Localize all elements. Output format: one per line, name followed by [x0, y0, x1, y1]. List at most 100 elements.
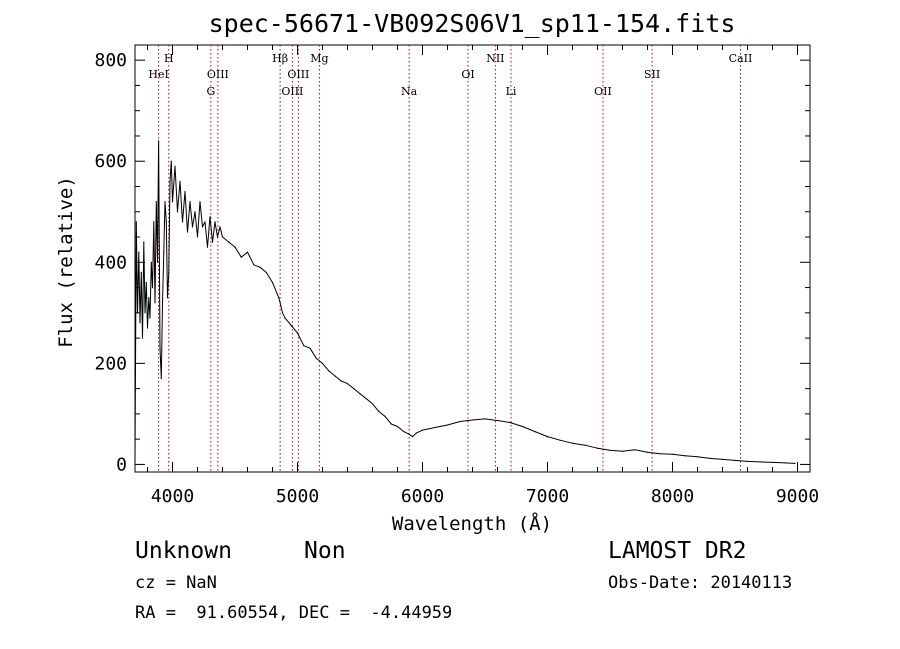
line-label-hei: HeI — [148, 68, 168, 81]
data-point — [138, 251, 140, 253]
x-tick-label: 4000 — [151, 486, 194, 507]
data-point — [384, 415, 386, 417]
data-point — [346, 383, 349, 385]
data-point — [281, 312, 284, 314]
x-axis-label: Wavelength (Å) — [392, 512, 552, 535]
data-point — [459, 420, 461, 423]
data-point — [151, 287, 154, 289]
data-point — [353, 388, 355, 390]
data-point — [156, 261, 159, 263]
data-point — [278, 297, 280, 299]
data-point — [290, 324, 292, 327]
data-point — [216, 236, 219, 238]
data-point — [609, 449, 611, 451]
data-point — [153, 221, 155, 223]
spectrum-series — [134, 140, 796, 464]
data-point — [204, 221, 206, 223]
data-point — [271, 281, 274, 284]
line-label-caii: CaII — [729, 52, 753, 65]
data-point — [784, 462, 786, 464]
data-point — [296, 332, 299, 334]
line-label-oiii: OIII — [287, 68, 309, 81]
spectral-line-markers — [158, 45, 741, 472]
redshift-cz: cz = NaN — [135, 573, 217, 593]
survey-name: LAMOST DR2 — [608, 538, 747, 564]
data-point — [246, 251, 249, 253]
data-point — [170, 160, 172, 162]
data-point — [168, 271, 170, 273]
data-point — [196, 236, 199, 238]
data-point — [209, 216, 211, 218]
data-point — [186, 231, 189, 233]
data-point — [396, 425, 399, 428]
data-point — [509, 421, 511, 424]
data-point — [734, 459, 736, 461]
data-point — [709, 457, 711, 459]
line-label-oi: OI — [461, 68, 474, 81]
x-tick-label: 6000 — [401, 486, 444, 507]
data-point — [181, 221, 184, 223]
data-point — [621, 450, 624, 452]
data-point — [219, 226, 221, 228]
plot-frame-border — [134, 44, 811, 473]
data-point — [759, 461, 761, 463]
data-point — [141, 337, 144, 339]
data-point — [584, 444, 586, 446]
y-tick-label: 0 — [116, 454, 127, 475]
data-point — [365, 398, 367, 400]
data-point — [214, 221, 216, 223]
data-point — [201, 226, 204, 228]
data-point — [378, 410, 380, 412]
data-point — [189, 201, 191, 203]
data-point — [176, 211, 179, 213]
data-point — [403, 431, 405, 433]
data-point — [158, 140, 160, 142]
data-point — [144, 312, 146, 314]
data-point — [334, 375, 336, 377]
data-point — [279, 302, 281, 304]
data-point — [671, 453, 674, 455]
data-point — [211, 241, 214, 243]
data-point — [446, 424, 449, 426]
data-point — [390, 423, 392, 425]
data-point — [139, 322, 141, 324]
y-axis-label: Flux (relative) — [55, 176, 77, 348]
line-label-sii: SII — [644, 68, 660, 81]
data-point — [228, 241, 230, 243]
line-label-oiii: OIII — [281, 85, 303, 98]
data-point — [206, 246, 209, 248]
data-point — [411, 436, 414, 438]
x-axis: 4000 5000 6000 7000 8000 9000 — [147, 45, 819, 507]
line-label-hβ: Hβ — [272, 52, 288, 65]
data-point — [145, 281, 147, 284]
y-tick-label: 600 — [94, 151, 127, 172]
data-point — [546, 436, 549, 438]
data-point — [434, 426, 436, 429]
data-point — [135, 221, 137, 223]
object-subclass: Non — [304, 538, 346, 564]
object-class: Unknown — [135, 538, 232, 564]
observation-date: Obs-Date: 20140113 — [608, 573, 793, 593]
data-point — [371, 403, 374, 405]
y-tick-label: 400 — [94, 252, 127, 273]
data-point — [259, 266, 261, 268]
line-label-g: G — [206, 85, 215, 98]
data-point — [174, 165, 176, 167]
data-point — [634, 449, 636, 451]
data-point — [309, 347, 311, 349]
data-point — [408, 433, 410, 435]
data-point — [171, 201, 174, 203]
data-point — [771, 461, 774, 463]
data-point — [315, 357, 317, 359]
line-label-nii: NII — [486, 52, 504, 65]
data-point — [284, 317, 286, 319]
data-point — [571, 442, 574, 444]
data-point — [492, 419, 494, 421]
data-point — [359, 393, 361, 395]
data-point — [149, 317, 151, 319]
line-label-oii: OII — [594, 85, 612, 98]
data-point — [646, 451, 649, 453]
data-point — [746, 460, 749, 462]
